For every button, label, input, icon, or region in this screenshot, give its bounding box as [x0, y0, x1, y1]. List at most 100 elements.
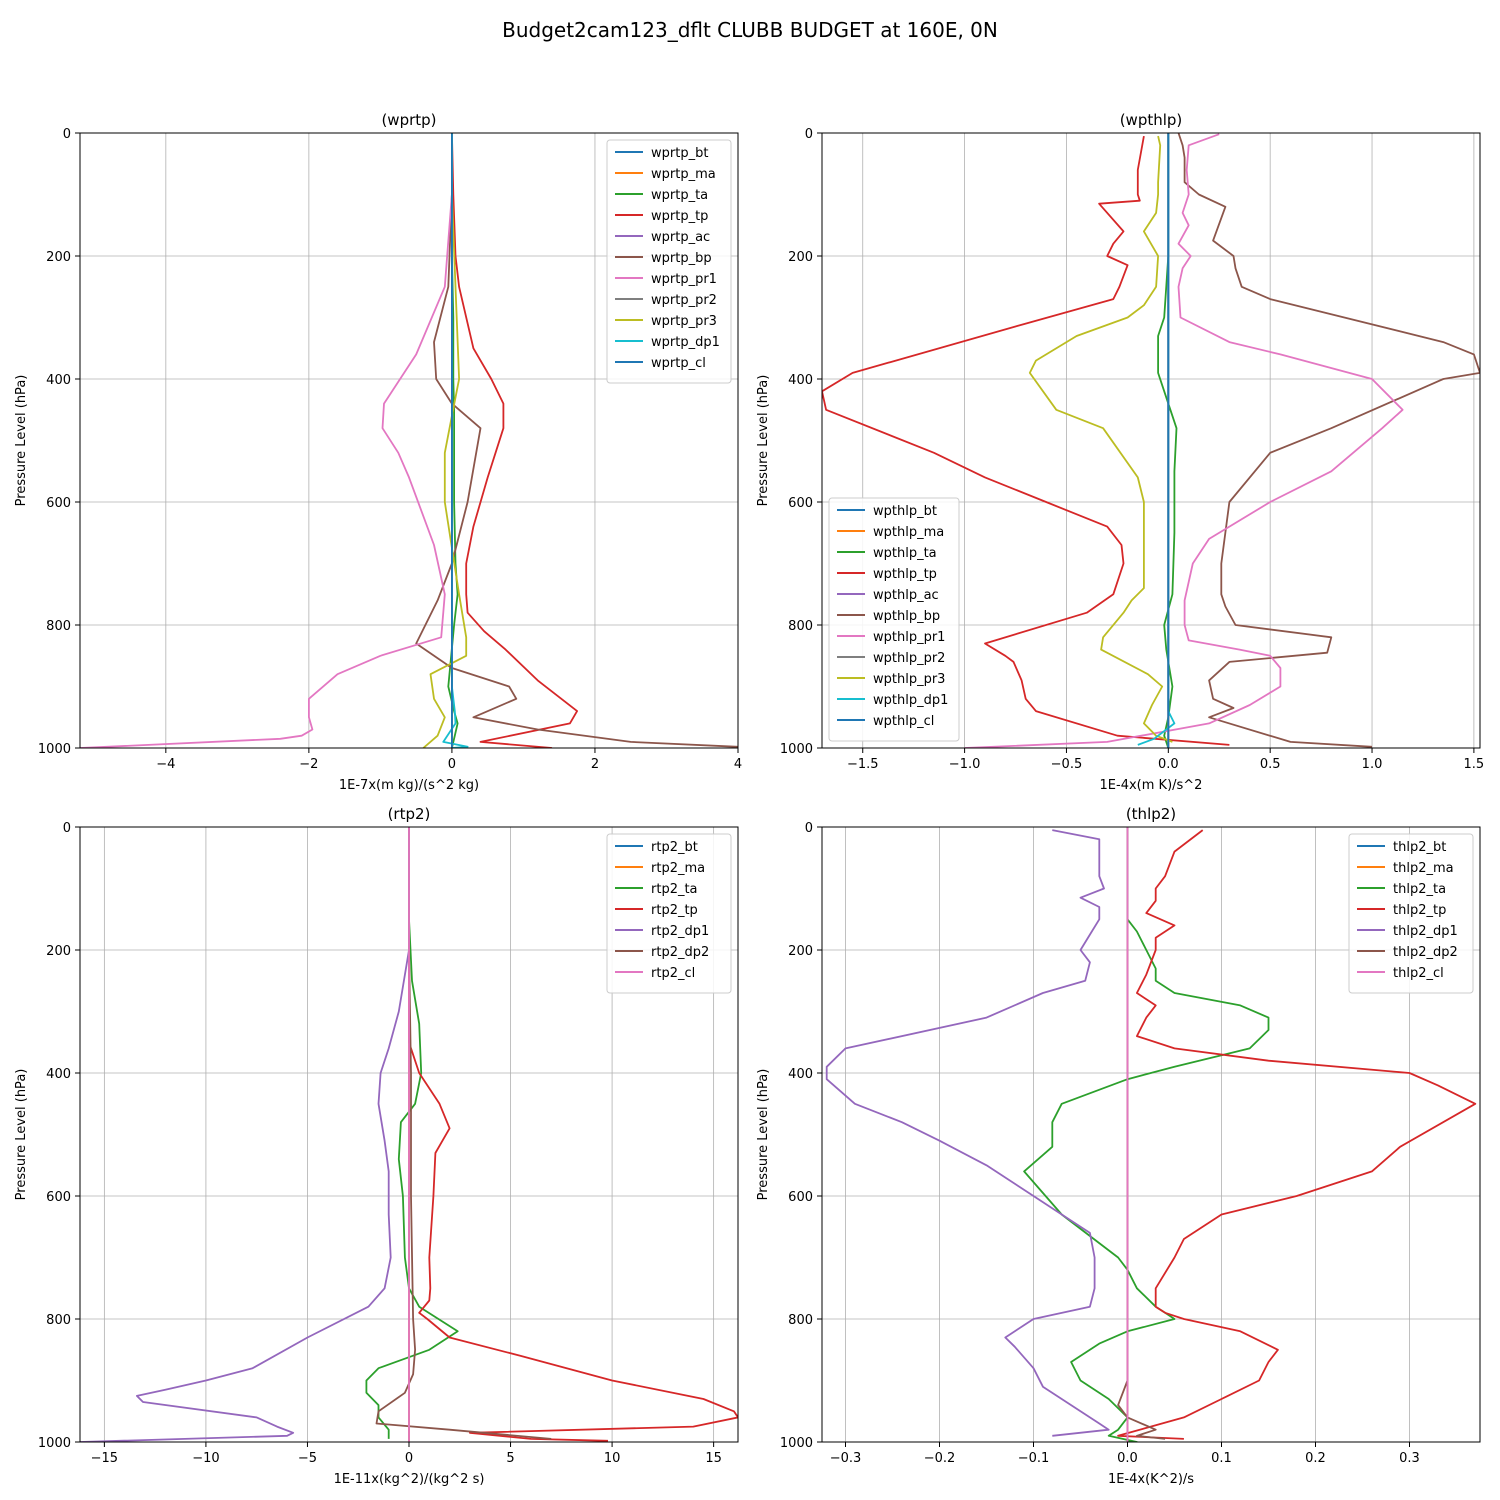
legend-label: wpthlp_cl	[873, 714, 934, 729]
x-axis-label: 1E-11x(kg^2)/(kg^2 s)	[334, 1472, 485, 1487]
axes-frame	[821, 826, 1481, 1443]
legend-label: wpthlp_tp	[873, 567, 937, 582]
series-line-rtp2_ta	[365, 827, 459, 1439]
legend: wprtp_bt wprtp_ma wprtp_ta wprtp_tp wprtp_ac…	[606, 139, 732, 384]
legend-box	[606, 833, 732, 994]
x-tick-label: 0.0	[1158, 757, 1179, 772]
y-tick-label: 800	[788, 1313, 813, 1328]
legend-label: thlp2_dp2	[1393, 945, 1458, 960]
x-tick-label: −5	[298, 1451, 317, 1466]
x-axis-label: 1E-4x(m K)/s^2	[1100, 778, 1203, 793]
axes-frame	[79, 132, 739, 749]
series-group	[822, 133, 1480, 748]
series-line-wpthlp_bp	[1177, 133, 1480, 748]
legend: rtp2_bt rtp2_ma rtp2_ta rtp2_tp rtp2_dp1 rtp2…	[606, 833, 732, 994]
y-tick-label: 600	[788, 496, 813, 511]
x-tick-label: 4	[734, 757, 742, 772]
y-tick-label: 0	[805, 821, 813, 836]
x-tick-label: −1.0	[949, 757, 981, 772]
legend-label: wprtp_ac	[651, 230, 710, 245]
series-line-rtp2_tp	[408, 827, 738, 1442]
y-tick-label: 600	[46, 1190, 71, 1205]
x-tick-label: −0.2	[924, 1451, 956, 1466]
y-tick-label: 400	[46, 373, 71, 388]
x-axis-label: 1E-4x(K^2)/s	[1108, 1472, 1194, 1487]
panel-2: −15 −10 −5 0 5 10 15 0 200 400 600 800 1000 (rtp2) 1E-…	[14, 805, 739, 1487]
x-axis-label: 1E-7x(m kg)/(s^2 kg)	[339, 778, 479, 793]
y-tick-label: 0	[63, 127, 71, 142]
panel-3: −0.3 −0.2 −0.1 0.0 0.1 0.2 0.3 0 200 400 600 800 100…	[756, 805, 1481, 1487]
x-tick-label: −1.5	[847, 757, 879, 772]
legend-label: wpthlp_pr1	[873, 630, 945, 645]
panel-title: (wpthlp)	[1120, 111, 1183, 129]
y-tick-label: 1000	[38, 1436, 71, 1451]
legend-label: rtp2_ma	[651, 861, 705, 876]
x-tick-label: 0	[448, 757, 456, 772]
x-tick-label: 0.5	[1260, 757, 1281, 772]
x-tick-label: −15	[91, 1451, 118, 1466]
y-tick-label: 1000	[780, 742, 813, 757]
legend-label: wprtp_bt	[651, 146, 708, 161]
legend-label: wpthlp_ta	[873, 546, 937, 561]
legend-label: wprtp_bp	[651, 251, 712, 266]
x-tick-label: −10	[192, 1451, 219, 1466]
panel-0: −4 −2 0 2 4 0 200 400 600 800 1000 (wprtp) 1E-7x(m k…	[14, 111, 742, 793]
series-group	[80, 133, 738, 748]
y-tick-label: 200	[788, 944, 813, 959]
y-tick-label: 600	[788, 1190, 813, 1205]
axes-frame	[821, 132, 1481, 749]
x-tick-label: 0.2	[1305, 1451, 1326, 1466]
y-tick-label: 200	[46, 250, 71, 265]
series-line-thlp2_ta	[1023, 827, 1270, 1442]
legend-box	[606, 139, 732, 384]
legend-label: wprtp_ta	[651, 188, 708, 203]
y-axis-label: Pressure Level (hPa)	[756, 1069, 771, 1201]
panel-title: (wprtp)	[381, 111, 436, 129]
legend-label: rtp2_cl	[651, 966, 695, 981]
legend-box	[1348, 833, 1474, 994]
legend-label: rtp2_bt	[651, 840, 698, 855]
legend-label: wprtp_dp1	[651, 335, 720, 350]
legend-label: wpthlp_dp1	[873, 693, 948, 708]
x-tick-label: 2	[591, 757, 599, 772]
legend-label: wpthlp_bp	[873, 609, 940, 624]
x-tick-label: 0	[405, 1451, 413, 1466]
x-tick-label: 0.0	[1117, 1451, 1138, 1466]
x-tick-label: 0.3	[1399, 1451, 1420, 1466]
series-line-wpthlp_ta	[1157, 133, 1178, 748]
series-line-wprtp_pr3	[422, 133, 468, 748]
legend-label: rtp2_tp	[651, 903, 698, 918]
y-tick-label: 0	[805, 127, 813, 142]
series-line-wprtp_pr1	[80, 133, 453, 748]
legend-label: thlp2_tp	[1393, 903, 1446, 918]
x-tick-label: 15	[705, 1451, 722, 1466]
x-tick-label: −0.3	[830, 1451, 862, 1466]
series-line-wprtp_tp	[451, 133, 578, 748]
legend-label: wprtp_pr2	[651, 293, 717, 308]
series-line-wprtp_bp	[415, 133, 738, 748]
figure-title: Budget2cam123_dflt CLUBB BUDGET at 160E,…	[502, 18, 998, 42]
series-line-thlp2_dp1	[825, 829, 1110, 1437]
legend-label: rtp2_ta	[651, 882, 698, 897]
y-tick-label: 0	[63, 821, 71, 836]
legend-label: rtp2_dp2	[651, 945, 709, 960]
legend: wpthlp_bt wpthlp_ma wpthlp_ta wpthlp_tpwpth…	[828, 497, 960, 742]
panel-title: (rtp2)	[388, 805, 431, 823]
legend-label: wprtp_pr3	[651, 314, 717, 329]
y-axis-label: Pressure Level (hPa)	[14, 375, 29, 507]
x-tick-label: −4	[156, 757, 175, 772]
legend-label: wprtp_tp	[651, 209, 708, 224]
x-tick-label: −0.1	[1018, 1451, 1050, 1466]
legend-label: thlp2_bt	[1393, 840, 1446, 855]
y-tick-label: 800	[46, 619, 71, 634]
series-line-wpthlp_tp	[822, 135, 1230, 746]
y-tick-label: 600	[46, 496, 71, 511]
x-tick-label: 10	[604, 1451, 621, 1466]
x-tick-label: 1.5	[1464, 757, 1485, 772]
y-tick-label: 800	[788, 619, 813, 634]
series-line-thlp2_tp	[1117, 829, 1477, 1440]
series-group	[825, 827, 1477, 1442]
x-tick-label: 1.0	[1362, 757, 1383, 772]
